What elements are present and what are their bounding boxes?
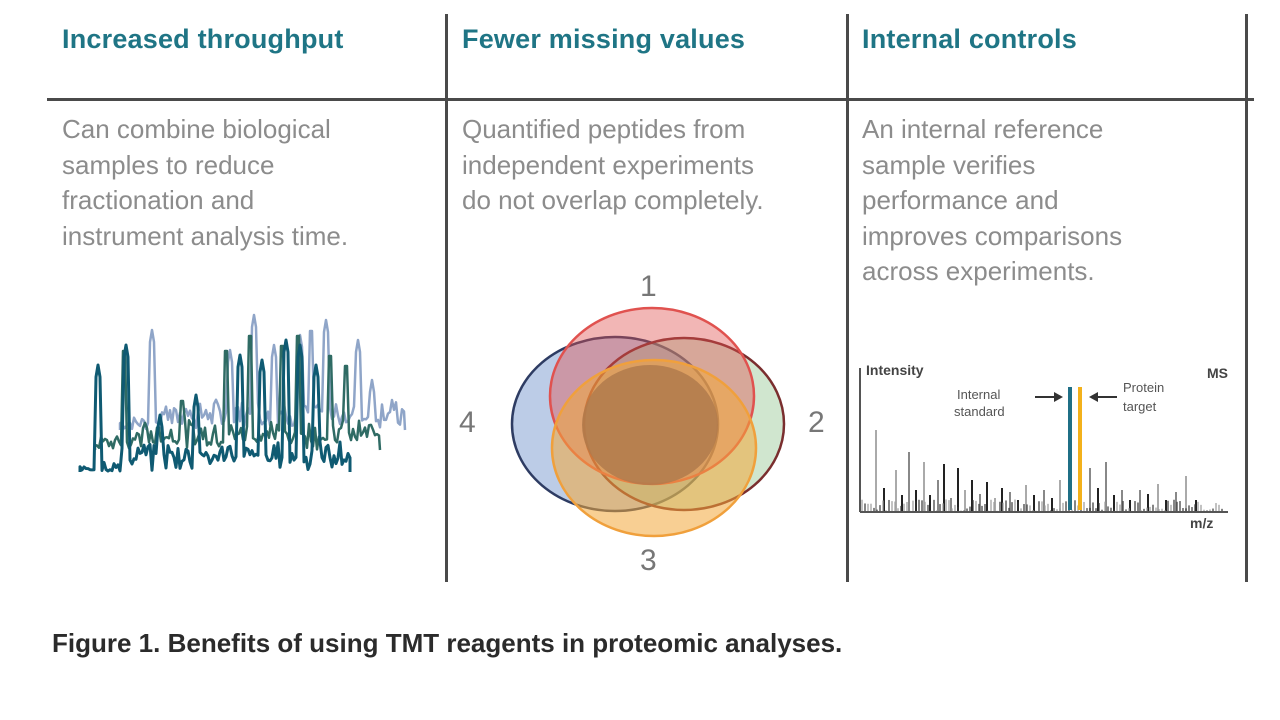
ms-corner-label: MS — [1207, 365, 1228, 381]
annotation-internal: Internal — [957, 387, 1000, 402]
annotation-protein: Protein — [1123, 380, 1164, 395]
heading-increased-throughput: Increased throughput — [62, 24, 344, 54]
text-line: Can combine biological — [62, 114, 331, 144]
column-divider-3 — [1245, 14, 1248, 582]
text-line: performance and — [862, 185, 1059, 215]
header-divider — [47, 98, 1254, 101]
chromatogram-trace — [118, 313, 407, 431]
arrow-right-icon — [1035, 392, 1063, 402]
text-line: sample verifies — [862, 149, 1036, 180]
text-line: samples to reduce — [62, 149, 275, 180]
text-line: independent experiments — [462, 149, 754, 180]
text-line: do not overlap completely. — [462, 185, 764, 215]
arrow-left-icon — [1089, 392, 1117, 402]
text-line: fractionation and — [62, 185, 255, 215]
ms-y-label: Intensity — [866, 362, 924, 378]
text-internal-controls: An internal reference sample verifies pe… — [862, 112, 1122, 290]
text-line: An internal reference — [862, 114, 1104, 144]
text-throughput: Can combine biological samples to reduce… — [62, 112, 348, 254]
column-divider-1 — [445, 14, 448, 582]
text-line: instrument analysis time. — [62, 220, 349, 251]
venn-label-1: 1 — [640, 270, 657, 303]
venn-overlap-core — [582, 365, 718, 485]
chromatogram-trace — [78, 338, 352, 473]
venn-label-2: 2 — [808, 406, 825, 439]
figure-caption: Figure 1. Benefits of using TMT reagents… — [52, 628, 843, 658]
annotation-target: target — [1123, 399, 1157, 414]
text-line: Quantified peptides from — [462, 114, 746, 144]
heading-internal-controls: Internal controls — [862, 24, 1077, 54]
column-divider-2 — [846, 14, 849, 582]
text-missing-values: Quantified peptides from independent exp… — [462, 112, 764, 219]
annotation-standard: standard — [954, 404, 1005, 419]
text-line: improves comparisons — [862, 220, 1123, 251]
heading-fewer-missing-values: Fewer missing values — [462, 24, 746, 54]
ms-x-label: m/z — [1190, 515, 1213, 531]
venn-label-4: 4 — [459, 406, 476, 439]
text-line: across experiments. — [862, 256, 1095, 286]
venn-label-3: 3 — [640, 544, 657, 577]
